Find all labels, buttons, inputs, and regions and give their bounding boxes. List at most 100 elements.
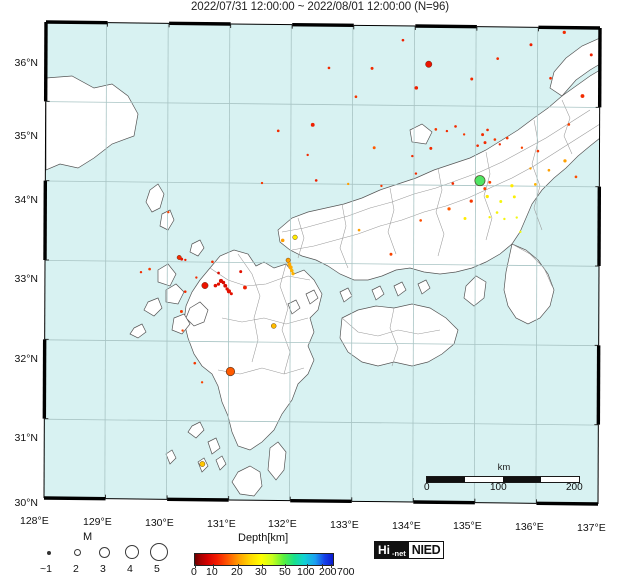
legend-area: M ~1 2 3 4 5 Depth[km] bbox=[0, 530, 640, 579]
epicenter-marker bbox=[536, 149, 540, 153]
depth-tick-0 bbox=[195, 564, 196, 568]
epicenter-marker bbox=[292, 234, 298, 240]
epicenter-marker bbox=[499, 199, 503, 203]
lon-label-132: 132°E bbox=[268, 518, 297, 530]
magnitude-label-3: 3 bbox=[100, 563, 106, 575]
lat-label-33: 33°N bbox=[14, 273, 38, 285]
magnitude-symbol-5 bbox=[150, 543, 168, 561]
lon-label-130: 130°E bbox=[145, 517, 174, 529]
scale-label-200: 200 bbox=[566, 482, 583, 493]
epicenter-marker bbox=[529, 43, 533, 47]
frame-segment bbox=[230, 23, 293, 26]
epicenter-marker bbox=[589, 53, 593, 57]
epicenter-marker bbox=[493, 138, 497, 141]
scale-bar bbox=[426, 476, 580, 483]
epicenter-marker bbox=[139, 270, 143, 274]
epicenter-marker bbox=[193, 361, 197, 365]
frame-segment bbox=[292, 22, 354, 28]
epicenter-marker bbox=[372, 146, 376, 150]
frame-segment bbox=[474, 502, 537, 504]
epicenter-marker bbox=[488, 180, 492, 184]
frame-segment bbox=[476, 26, 539, 28]
depth-tick-200 bbox=[322, 564, 323, 568]
epicenter-marker bbox=[486, 128, 489, 132]
epicenter-marker bbox=[167, 210, 170, 214]
epicenter-marker bbox=[200, 381, 204, 384]
epicenter-group bbox=[139, 30, 593, 467]
magnitude-symbol-3 bbox=[99, 547, 110, 558]
frame-segment bbox=[290, 498, 352, 504]
epicenter-marker bbox=[481, 133, 485, 137]
lat-label-36: 36°N bbox=[14, 57, 38, 69]
epicenter-marker bbox=[483, 141, 487, 145]
epicenter-marker bbox=[225, 366, 236, 377]
frame-segment bbox=[45, 20, 108, 25]
lat-label-30: 30°N bbox=[14, 497, 38, 509]
page-title: 2022/07/31 12:00:00 ~ 2022/08/01 12:00:0… bbox=[190, 1, 449, 13]
epicenter-marker bbox=[180, 257, 184, 261]
epicenter-marker bbox=[181, 329, 184, 332]
epicenter-marker bbox=[314, 179, 318, 182]
epicenter-marker bbox=[485, 194, 489, 199]
magnitude-label-1: ~1 bbox=[40, 563, 52, 575]
epicenter-marker bbox=[476, 144, 479, 148]
depth-tick-10 bbox=[213, 564, 214, 568]
frame-segment bbox=[43, 496, 106, 501]
epicenter-marker bbox=[217, 271, 220, 275]
depth-label-700: 700 bbox=[337, 566, 355, 578]
epicenter-marker bbox=[574, 175, 578, 179]
lon-label-129: 129°E bbox=[83, 516, 112, 528]
epicenter-marker bbox=[223, 283, 228, 288]
logo-net-text: -net bbox=[392, 542, 409, 558]
prefecture-boundaries bbox=[209, 99, 600, 375]
epicenter-marker bbox=[429, 146, 433, 150]
depth-colorbar bbox=[194, 553, 334, 566]
epicenter-marker bbox=[270, 323, 277, 329]
epicenter-marker bbox=[495, 211, 499, 214]
epicenter-marker bbox=[213, 283, 218, 288]
epicenter-marker bbox=[567, 123, 571, 126]
epicenter-marker bbox=[515, 216, 518, 219]
epicenter-marker bbox=[179, 309, 183, 313]
frame-segment bbox=[538, 25, 601, 30]
logo-nied-text: NIED bbox=[411, 542, 441, 557]
depth-tick-30 bbox=[262, 564, 263, 568]
epicenter-marker bbox=[498, 143, 501, 146]
epicenter-marker bbox=[483, 187, 487, 191]
epicenter-marker bbox=[260, 181, 264, 185]
magnitude-symbol-4 bbox=[125, 545, 139, 559]
epicenter-marker bbox=[287, 262, 292, 267]
lon-label-137: 137°E bbox=[577, 522, 606, 534]
epicenter-marker bbox=[462, 133, 466, 136]
map-canvas bbox=[42, 20, 602, 506]
depth-label-200: 200 bbox=[319, 566, 337, 578]
epicenter-marker bbox=[148, 267, 151, 271]
logo-hi-text: Hi bbox=[375, 542, 392, 558]
depth-label-0: 0 bbox=[191, 566, 197, 578]
epicenter-marker bbox=[229, 292, 233, 296]
scale-unit-label: km bbox=[497, 462, 511, 473]
epicenter-marker bbox=[445, 129, 449, 133]
magnitude-label-2: 2 bbox=[73, 563, 79, 575]
epicenter-marker bbox=[451, 182, 455, 185]
epicenter-marker bbox=[533, 183, 537, 186]
scale-label-0: 0 bbox=[424, 482, 430, 493]
epicenter-marker bbox=[519, 230, 522, 234]
lon-label-128: 128°E bbox=[20, 515, 49, 527]
lat-label-34: 34°N bbox=[14, 194, 38, 206]
epicenter-marker bbox=[290, 268, 294, 273]
epicenter-marker bbox=[201, 282, 209, 289]
epicenter-marker bbox=[414, 172, 418, 175]
epicenter-marker bbox=[221, 280, 226, 285]
depth-tick-100 bbox=[307, 564, 308, 568]
epicenter-marker bbox=[276, 129, 280, 133]
earthquake-map: km 0 100 200 bbox=[42, 18, 604, 510]
epicenter-marker bbox=[434, 128, 438, 131]
magnitude-symbol-1 bbox=[47, 551, 51, 555]
epicenter-marker bbox=[239, 270, 243, 274]
lat-label-32: 32°N bbox=[14, 353, 38, 365]
frame-segment bbox=[413, 500, 475, 505]
hinet-nied-logo: Hi -net NIED bbox=[374, 541, 445, 559]
frame-segment bbox=[169, 21, 231, 26]
scale-label-100: 100 bbox=[490, 482, 507, 493]
